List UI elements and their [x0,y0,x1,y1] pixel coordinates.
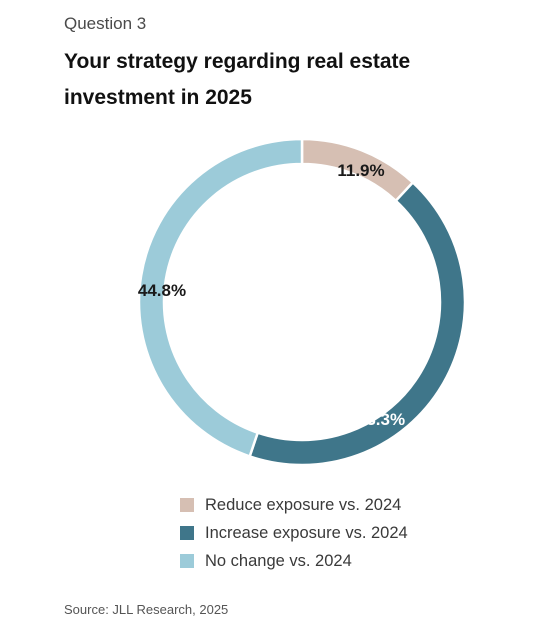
legend-item-reduce: Reduce exposure vs. 2024 [180,491,408,519]
legend-item-increase: Increase exposure vs. 2024 [180,519,408,547]
legend-item-no-change: No change vs. 2024 [180,547,408,575]
question-number: Question 3 [64,14,147,33]
slice-increase [248,180,467,467]
slice-label-no-change: 44.8% [138,281,186,300]
legend: Reduce exposure vs. 2024 Increase exposu… [180,491,408,575]
chart-title: Your strategy regarding real estate inve… [64,50,411,109]
legend-swatch-no-change [180,554,194,568]
legend-label-reduce: Reduce exposure vs. 2024 [205,495,402,514]
source-note: Source: JLL Research, 2025 [64,602,229,617]
legend-swatch-increase [180,526,194,540]
slice-label-increase: 43.3% [357,410,405,429]
legend-label-no-change: No change vs. 2024 [205,551,352,570]
slice-reduce [300,137,415,203]
legend-swatch-reduce [180,498,194,512]
legend-label-increase: Increase exposure vs. 2024 [205,523,408,542]
slice-label-reduce: 11.9% [337,161,384,180]
slice-no-change [137,137,304,458]
